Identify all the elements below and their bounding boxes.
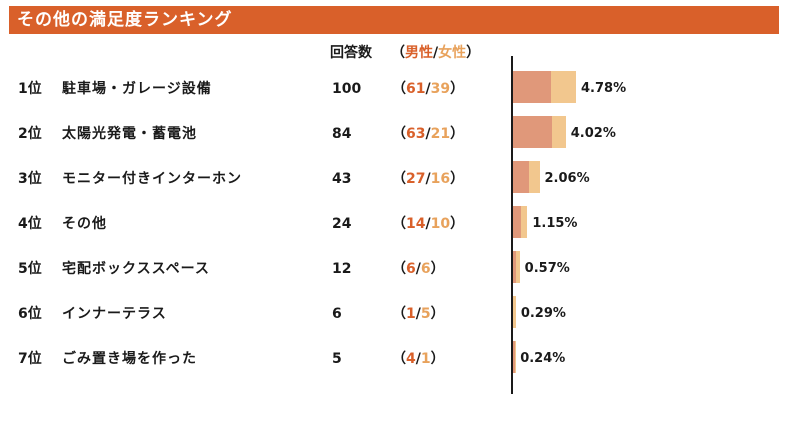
bar-female xyxy=(529,161,540,193)
gender-breakdown: （6/6） xyxy=(392,260,445,278)
gender-open: （ xyxy=(392,126,406,142)
gender-close: ） xyxy=(450,126,465,142)
gender-header: （男性/女性） xyxy=(391,44,480,62)
percent-label: 0.57% xyxy=(524,261,570,276)
gender-close: ） xyxy=(450,216,465,232)
rank-label: 5位 xyxy=(18,261,42,277)
bar-male xyxy=(512,161,530,193)
rank-label: 2位 xyxy=(18,126,42,142)
response-count: 24 xyxy=(332,216,352,232)
gender-close: ） xyxy=(450,171,465,187)
rank-label: 1位 xyxy=(18,81,42,97)
percent-label: 4.02% xyxy=(570,126,616,141)
gender-breakdown: （61/39） xyxy=(392,80,464,98)
bar-female xyxy=(520,206,528,238)
gender-header-open: （ xyxy=(391,45,405,61)
gender-open: （ xyxy=(392,351,406,367)
rank-label: 3位 xyxy=(18,171,42,187)
gender-open: （ xyxy=(392,261,406,277)
gender-close: ） xyxy=(430,261,445,277)
female-count: 39 xyxy=(430,81,451,97)
gender-breakdown: （4/1） xyxy=(392,350,445,368)
gender-close: ） xyxy=(430,306,445,322)
category-label: 太陽光発電・蓄電池 xyxy=(62,126,197,142)
percent-label: 1.15% xyxy=(532,216,578,231)
category-label: インナーテラス xyxy=(62,306,167,322)
gender-sep: / xyxy=(415,306,421,322)
bar-female xyxy=(552,116,566,148)
gender-breakdown: （14/10） xyxy=(392,215,464,233)
gender-close: ） xyxy=(430,351,445,367)
category-label: 宅配ボックススペース xyxy=(62,261,210,277)
bar-male xyxy=(512,251,516,283)
ranking-row: 6位 インナーテラス 6 （1/5） 0.29% xyxy=(0,292,794,337)
bar-female xyxy=(514,341,516,373)
response-count: 100 xyxy=(332,81,362,97)
gender-sep: / xyxy=(415,261,421,277)
female-count: 21 xyxy=(430,126,451,142)
rank-label: 6位 xyxy=(18,306,42,322)
gender-sep: / xyxy=(425,81,431,97)
female-count: 5 xyxy=(420,306,431,322)
chart-title: その他の満足度ランキング xyxy=(9,6,779,34)
gender-sep: / xyxy=(425,216,431,232)
male-count: 61 xyxy=(406,81,426,97)
category-label: 駐車場・ガレージ設備 xyxy=(62,81,212,97)
bar-axis-line xyxy=(511,56,513,394)
category-label: その他 xyxy=(62,216,107,232)
bar-male xyxy=(512,206,521,238)
female-count: 16 xyxy=(430,171,451,187)
bar-male xyxy=(512,71,552,103)
male-count: 14 xyxy=(406,216,426,232)
gender-sep: / xyxy=(425,171,431,187)
bar-female xyxy=(512,296,516,328)
response-count: 43 xyxy=(332,171,352,187)
percent-label: 0.24% xyxy=(520,351,566,366)
gender-header-sep: / xyxy=(433,45,439,61)
gender-breakdown: （63/21） xyxy=(392,125,464,143)
ranking-row: 1位 駐車場・ガレージ設備 100 （61/39） 4.78% xyxy=(0,67,794,112)
response-count: 12 xyxy=(332,261,352,277)
ranking-row: 7位 ごみ置き場を作った 5 （4/1） 0.24% xyxy=(0,337,794,382)
count-header: 回答数 xyxy=(330,45,372,61)
ranking-row: 3位 モニター付きインターホン 43 （27/16） 2.06% xyxy=(0,157,794,202)
gender-close: ） xyxy=(450,81,465,97)
gender-open: （ xyxy=(392,216,406,232)
male-count: 1 xyxy=(406,306,416,322)
bar-female xyxy=(551,71,576,103)
gender-open: （ xyxy=(392,171,406,187)
bar-female xyxy=(515,251,520,283)
rank-label: 4位 xyxy=(18,216,42,232)
ranking-row: 4位 その他 24 （14/10） 1.15% xyxy=(0,202,794,247)
response-count: 5 xyxy=(332,351,342,367)
rank-label: 7位 xyxy=(18,351,42,367)
ranking-row: 2位 太陽光発電・蓄電池 84 （63/21） 4.02% xyxy=(0,112,794,157)
bar-male xyxy=(512,341,515,373)
ranking-row: 5位 宅配ボックススペース 12 （6/6） 0.57% xyxy=(0,247,794,292)
female-legend-label: 女性 xyxy=(438,45,467,61)
percent-label: 2.06% xyxy=(544,171,590,186)
male-legend-label: 男性 xyxy=(405,45,433,61)
category-label: ごみ置き場を作った xyxy=(62,351,197,367)
gender-header-close: ） xyxy=(466,45,481,61)
percent-label: 0.29% xyxy=(520,306,566,321)
category-label: モニター付きインターホン xyxy=(62,171,242,187)
gender-sep: / xyxy=(415,351,421,367)
male-count: 27 xyxy=(406,171,426,187)
male-count: 4 xyxy=(406,351,416,367)
response-count: 84 xyxy=(332,126,352,142)
male-count: 6 xyxy=(406,261,416,277)
gender-breakdown: （27/16） xyxy=(392,170,464,188)
female-count: 1 xyxy=(420,351,431,367)
gender-breakdown: （1/5） xyxy=(392,305,445,323)
percent-label: 4.78% xyxy=(581,81,627,96)
male-count: 63 xyxy=(406,126,426,142)
female-count: 10 xyxy=(430,216,451,232)
response-count: 6 xyxy=(332,306,342,322)
gender-open: （ xyxy=(392,306,406,322)
female-count: 6 xyxy=(420,261,431,277)
bar-male xyxy=(512,116,553,148)
gender-sep: / xyxy=(425,126,431,142)
gender-open: （ xyxy=(392,81,406,97)
